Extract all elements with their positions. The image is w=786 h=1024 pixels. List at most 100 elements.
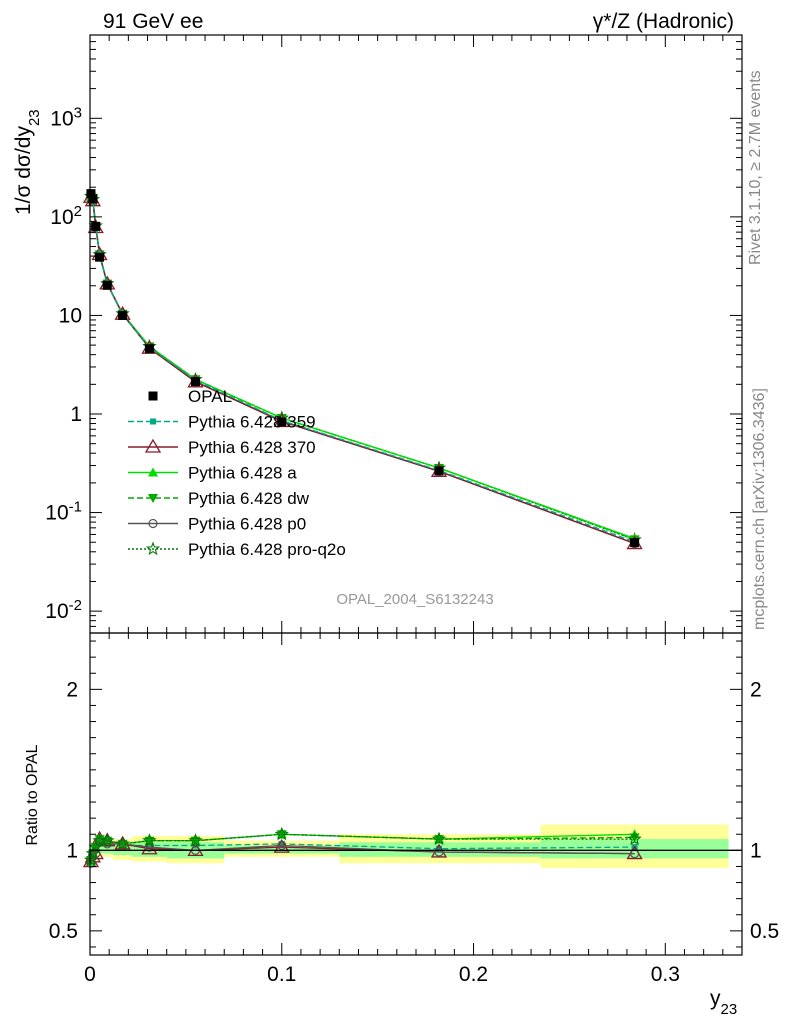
legend-item: Pythia 6.428 370 bbox=[128, 438, 316, 457]
legend-label: Pythia 6.428 dw bbox=[188, 489, 310, 508]
rivet-version-label: Rivet 3.1.10, ≥ 2.7M events bbox=[747, 70, 764, 265]
series-line bbox=[90, 197, 635, 545]
data-point bbox=[88, 194, 98, 204]
series-pythia-6-428-a bbox=[85, 191, 640, 543]
data-point bbox=[102, 280, 112, 290]
series-pythia-6-428-370 bbox=[82, 188, 643, 550]
legend-label: Pythia 6.428 359 bbox=[188, 413, 316, 432]
x-tick-label: 0 bbox=[84, 963, 96, 986]
y-tick-label: 102 bbox=[50, 202, 82, 229]
ratio-panel-frame bbox=[89, 632, 743, 956]
ratio-point bbox=[627, 831, 642, 846]
ratio-point bbox=[188, 833, 203, 847]
y-tick-label: 103 bbox=[50, 104, 82, 131]
ratio-point bbox=[629, 833, 640, 843]
series-pythia-6-428-dw bbox=[85, 192, 640, 545]
series-line bbox=[90, 195, 635, 541]
ratio-point bbox=[436, 845, 443, 852]
tick-exponent: -1 bbox=[69, 498, 82, 515]
x-tick-label: 0.2 bbox=[459, 963, 488, 986]
ratio-point bbox=[434, 847, 444, 857]
data-point bbox=[434, 466, 444, 476]
legend-label: Pythia 6.428 p0 bbox=[188, 515, 306, 534]
header-left-title: 91 GeV ee bbox=[103, 10, 203, 33]
series-line bbox=[90, 196, 635, 540]
tick-base: 10 bbox=[45, 502, 68, 525]
legend-label: Pythia 6.428 370 bbox=[188, 438, 316, 457]
series-pythia-6-428-p0 bbox=[86, 192, 640, 549]
legend-marker bbox=[148, 467, 158, 477]
ratio-point bbox=[277, 840, 287, 851]
main-panel-series bbox=[82, 188, 643, 550]
ratio-y-tick-label-right: 0.5 bbox=[750, 920, 779, 943]
legend-label: Pythia 6.428 a bbox=[188, 464, 297, 483]
ratio-y-tick-label-right: 2 bbox=[750, 678, 762, 701]
ratio-point bbox=[142, 833, 157, 847]
main-y-axis-label-sub: 23 bbox=[26, 109, 43, 126]
data-point bbox=[144, 344, 154, 354]
legend-marker bbox=[148, 494, 158, 503]
x-axis-label: y23 bbox=[710, 987, 737, 1018]
legend-label: Pythia 6.428 pro-q2o bbox=[188, 540, 346, 559]
x-tick-label: 0.3 bbox=[651, 963, 680, 986]
ratio-y-tick-label-left: 1 bbox=[66, 839, 78, 862]
tick-exponent: 2 bbox=[74, 202, 82, 219]
tick-exponent: 3 bbox=[74, 104, 82, 121]
legend-item: Pythia 6.428 dw bbox=[128, 489, 310, 508]
data-point bbox=[190, 377, 200, 387]
legend-item: Pythia 6.428 p0 bbox=[128, 515, 306, 534]
legend-marker bbox=[144, 438, 162, 453]
legend-marker bbox=[150, 418, 156, 425]
legend-item: Pythia 6.428 359 bbox=[128, 413, 316, 432]
ratio-y-axis-label: Ratio to OPAL bbox=[24, 744, 41, 845]
legend-item: Pythia 6.428 pro-q2o bbox=[128, 540, 346, 559]
y-tick-label: 10-2 bbox=[45, 597, 82, 624]
ratio-point bbox=[431, 831, 447, 846]
series-pythia-6-428-pro-q2o bbox=[83, 188, 642, 546]
ratio-point bbox=[274, 826, 289, 841]
ratio-point bbox=[115, 836, 130, 851]
ratio-panel-series bbox=[82, 826, 742, 868]
legend-label: OPAL bbox=[188, 387, 232, 406]
series-pythia-6-428-359 bbox=[87, 192, 638, 545]
legend: OPAL Pythia 6.428 359 Pythia 6.428 370 Pyth… bbox=[128, 387, 346, 559]
data-point bbox=[86, 189, 96, 199]
legend-marker bbox=[148, 391, 158, 401]
analysis-watermark: OPAL_2004_S6132243 bbox=[336, 591, 493, 608]
data-point bbox=[630, 538, 640, 548]
x-axis-label-sub: 23 bbox=[721, 1001, 738, 1018]
series-line bbox=[90, 195, 635, 543]
tick-base: 10 bbox=[50, 206, 73, 229]
header-right-title: γ*/Z (Hadronic) bbox=[593, 10, 734, 33]
series-opal bbox=[86, 189, 640, 548]
tick-base: 10 bbox=[50, 107, 73, 130]
mcplots-reference-label: mcplots.cern.ch [arXiv:1306.3436] bbox=[751, 388, 768, 630]
ratio-point bbox=[630, 848, 640, 859]
data-point bbox=[277, 417, 287, 427]
x-tick-label: 0.1 bbox=[267, 963, 296, 986]
x-axis-label-text: y bbox=[710, 987, 721, 1010]
ratio-y-tick-label-left: 0.5 bbox=[49, 920, 78, 943]
legend-item: OPAL bbox=[148, 387, 232, 406]
main-y-axis-label-text: 1/σ dσ/dy bbox=[12, 126, 35, 215]
ratio-y-tick-label-left: 2 bbox=[66, 678, 78, 701]
ratio-point bbox=[94, 835, 105, 845]
legend-item: Pythia 6.428 a bbox=[128, 464, 297, 483]
legend-marker bbox=[148, 518, 158, 529]
ratio-line bbox=[90, 833, 635, 861]
y-tick-label: 1 bbox=[70, 403, 82, 426]
ratio-point bbox=[100, 833, 115, 847]
tick-exponent: -2 bbox=[69, 597, 82, 614]
series-line bbox=[90, 196, 635, 540]
ratio-panel-axes: 0.5 0.5 1 1 2 2 0 0.1 0.2 0.3 bbox=[49, 633, 779, 986]
series-line bbox=[90, 196, 635, 545]
data-point bbox=[95, 252, 105, 262]
ratio-point bbox=[278, 840, 285, 847]
tick-base: 10 bbox=[45, 600, 68, 623]
ratio-series-pythia-6-428-pro-q2o bbox=[83, 826, 642, 867]
band-inner bbox=[101, 845, 114, 854]
legend-marker bbox=[145, 541, 161, 556]
ratio-point bbox=[85, 846, 101, 860]
